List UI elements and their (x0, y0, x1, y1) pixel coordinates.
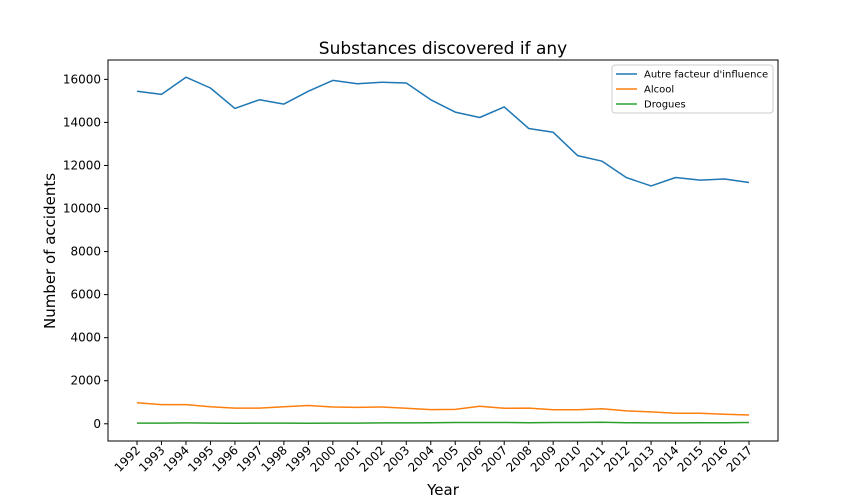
legend: Autre facteur d'influence Alcool Drogues (611, 64, 774, 114)
x-axis-title: Year (426, 481, 460, 499)
x-tick-label: 2002 (356, 443, 387, 474)
axes-frame (107, 59, 779, 442)
x-tick-label: 1993 (136, 443, 167, 474)
x-tick-label: 2001 (332, 443, 363, 474)
x-tick-label: 2006 (454, 443, 485, 474)
x-tick-label: 1995 (185, 443, 216, 474)
x-tick-label: 1992 (112, 443, 143, 474)
x-tick-label: 2017 (724, 443, 755, 474)
x-tick-label: 2008 (503, 443, 534, 474)
y-tick-label: 8000 (70, 245, 101, 259)
y-tick-label: 12000 (63, 158, 101, 172)
legend-label: Alcool (644, 85, 674, 96)
chart-title: Substances discovered if any (319, 39, 567, 59)
x-tick-label: 2015 (675, 443, 706, 474)
series-line-2 (137, 421, 750, 425)
x-tick-label: 2011 (577, 443, 608, 474)
series-line-1 (136, 401, 750, 416)
y-tick-label: 10000 (63, 202, 101, 216)
y-tick-label: 14000 (63, 115, 101, 129)
y-tick-label: 2000 (70, 374, 101, 388)
x-tick-label: 2003 (381, 443, 412, 474)
series-line-0 (136, 76, 750, 187)
x-tick-label: 2005 (430, 443, 461, 474)
x-tick-label: 2014 (650, 443, 681, 474)
x-tick-label: 1996 (210, 443, 241, 474)
x-tick-label: 1999 (283, 443, 314, 474)
x-tick-label: 1997 (234, 443, 265, 474)
x-tick-label: 1998 (259, 443, 290, 474)
y-tick-label: 0 (93, 417, 101, 431)
legend-label: Drogues (644, 100, 686, 111)
x-tick-label: 2012 (601, 443, 632, 474)
x-tick-label: 2009 (528, 443, 559, 474)
x-tick-label: 2010 (552, 443, 583, 474)
y-axis-title: Number of accidents (41, 173, 59, 329)
x-tick-label: 2007 (479, 443, 510, 474)
y-tick-label: 4000 (70, 331, 101, 345)
legend-label: Autre facteur d'influence (644, 70, 768, 81)
x-tick-label: 1994 (161, 443, 192, 474)
y-tick-label: 16000 (63, 72, 101, 86)
x-tick-label: 2016 (699, 443, 730, 474)
plot-area: 0 2000 4000 6000 8000 10000 12000 14000 16000 199… (63, 59, 779, 475)
legend-box (611, 64, 774, 114)
x-tick-label: 2013 (626, 443, 657, 474)
x-tick-label: 2000 (307, 443, 338, 474)
y-tick-label: 6000 (70, 288, 101, 302)
x-tick-label: 2004 (405, 443, 436, 474)
